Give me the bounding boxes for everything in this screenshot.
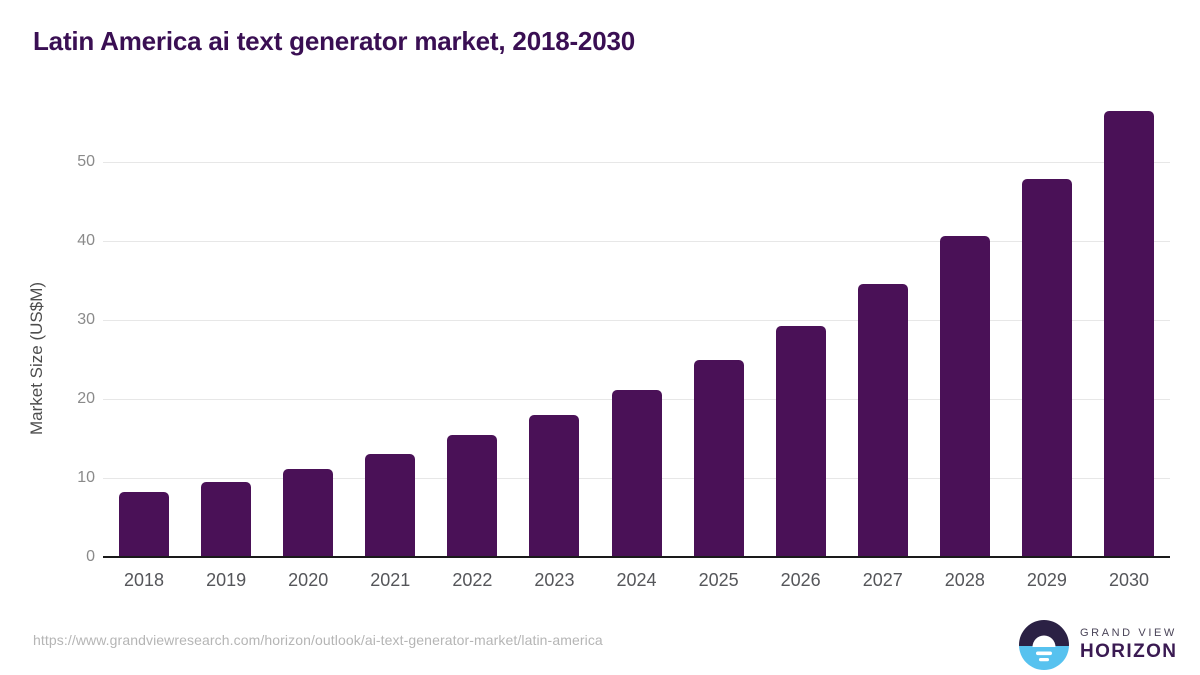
xtick-label-2029: 2029 [1026,570,1067,590]
xtick-label-2023: 2023 [534,570,575,590]
ytick-label-0: 0 [86,548,95,565]
bar-2023 [529,414,580,557]
sunrise-horizon-icon [1019,620,1069,670]
bar-cell-2028 [924,100,1006,557]
x-axis-tick-labels: 2018 2019 2020 2021 2022 2023 2024 2025 2026 2027… [103,570,1170,591]
bar-cell-2025 [678,100,760,557]
ytick-label-10: 10 [77,469,95,486]
bar-cell-2027 [842,100,924,557]
xtick-label-2030: 2030 [1108,570,1149,590]
xtick-label-2019: 2019 [206,570,247,590]
ytick-label-50: 50 [77,153,95,170]
xtick-label-2018: 2018 [124,570,165,590]
grand-view-horizon-logo: GRAND VIEW HORIZON [1019,620,1177,670]
xtick-label-2024: 2024 [616,570,657,590]
bar-cell-2024 [595,100,677,557]
bar-2018 [119,492,170,557]
xtick-label-2021: 2021 [370,570,411,590]
bar-cell-2018 [103,100,185,557]
bar-2022 [447,435,498,557]
bar-cell-2030 [1088,100,1170,557]
bar-2030 [1103,111,1154,557]
bar-2024 [611,390,662,557]
bar-2025 [693,360,744,557]
xtick-label-2020: 2020 [288,570,329,590]
bar-cell-2020 [267,100,349,557]
ytick-label-20: 20 [77,390,95,407]
chart-title: Latin America ai text generator market, … [33,26,635,56]
logo-brand-line2: HORIZON [1080,641,1178,662]
bar-2026 [775,326,826,557]
bar-2028 [939,236,990,557]
bar-cell-2019 [185,100,267,557]
xtick-label-2028: 2028 [944,570,985,590]
x-axis-line [103,556,1170,558]
bar-cell-2029 [1006,100,1088,557]
bar-2019 [201,481,252,557]
bar-cell-2023 [513,100,595,557]
bar-2021 [365,454,416,557]
plot-area [103,100,1170,557]
source-url: https://www.grandviewresearch.com/horizo… [33,632,603,648]
ytick-label-30: 30 [77,311,95,328]
y-axis-title: Market Size (US$M) [27,281,46,436]
xtick-label-2022: 2022 [452,570,493,590]
xtick-label-2026: 2026 [780,570,821,590]
bar-2027 [857,284,908,557]
xtick-label-2027: 2027 [862,570,903,590]
bar-2029 [1021,179,1072,557]
bar-cell-2026 [760,100,842,557]
bar-2020 [283,469,334,557]
bar-cell-2021 [349,100,431,557]
gridline-50 [103,162,1170,163]
bar-cell-2022 [431,100,513,557]
ytick-label-40: 40 [77,232,95,249]
logo-brand-line1: GRAND VIEW [1080,627,1177,639]
xtick-label-2025: 2025 [698,570,739,590]
gridline-30 [103,320,1170,321]
bars [103,100,1170,557]
logo-text: GRAND VIEW HORIZON [1080,627,1177,663]
gridline-40 [103,241,1170,242]
